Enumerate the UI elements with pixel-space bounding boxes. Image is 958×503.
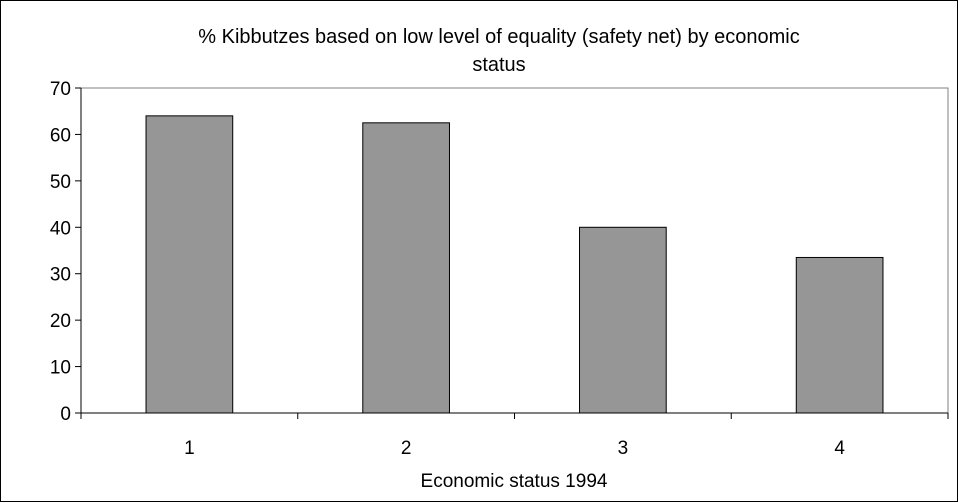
y-tick-label: 20 (50, 311, 71, 332)
bar-2 (362, 122, 450, 414)
bar-3 (579, 226, 667, 414)
y-tick-label: 0 (60, 404, 71, 425)
chart-title-line2: status (472, 54, 525, 76)
y-tick-label: 10 (50, 358, 71, 379)
x-axis-ticks: 1 2 3 4 (80, 413, 949, 459)
x-tick-label: 4 (834, 438, 845, 459)
x-tick-label: 3 (618, 438, 629, 459)
y-tick-label: 30 (50, 265, 71, 286)
x-tick-label: 2 (401, 438, 412, 459)
bars (145, 115, 884, 414)
x-tick-label: 1 (184, 438, 195, 459)
y-tick-label: 50 (50, 172, 71, 193)
y-tick-label: 60 (50, 125, 71, 146)
y-axis-ticks: 0 10 20 30 40 50 60 70 (50, 79, 81, 425)
bar-4 (795, 256, 884, 414)
y-tick-label: 40 (50, 218, 71, 239)
x-axis-label: Economic status 1994 (421, 471, 608, 492)
bar-1 (145, 115, 234, 414)
y-tick-label: 70 (50, 79, 71, 100)
chart-title-line1: % Kibbutzes based on low level of equali… (198, 26, 799, 48)
